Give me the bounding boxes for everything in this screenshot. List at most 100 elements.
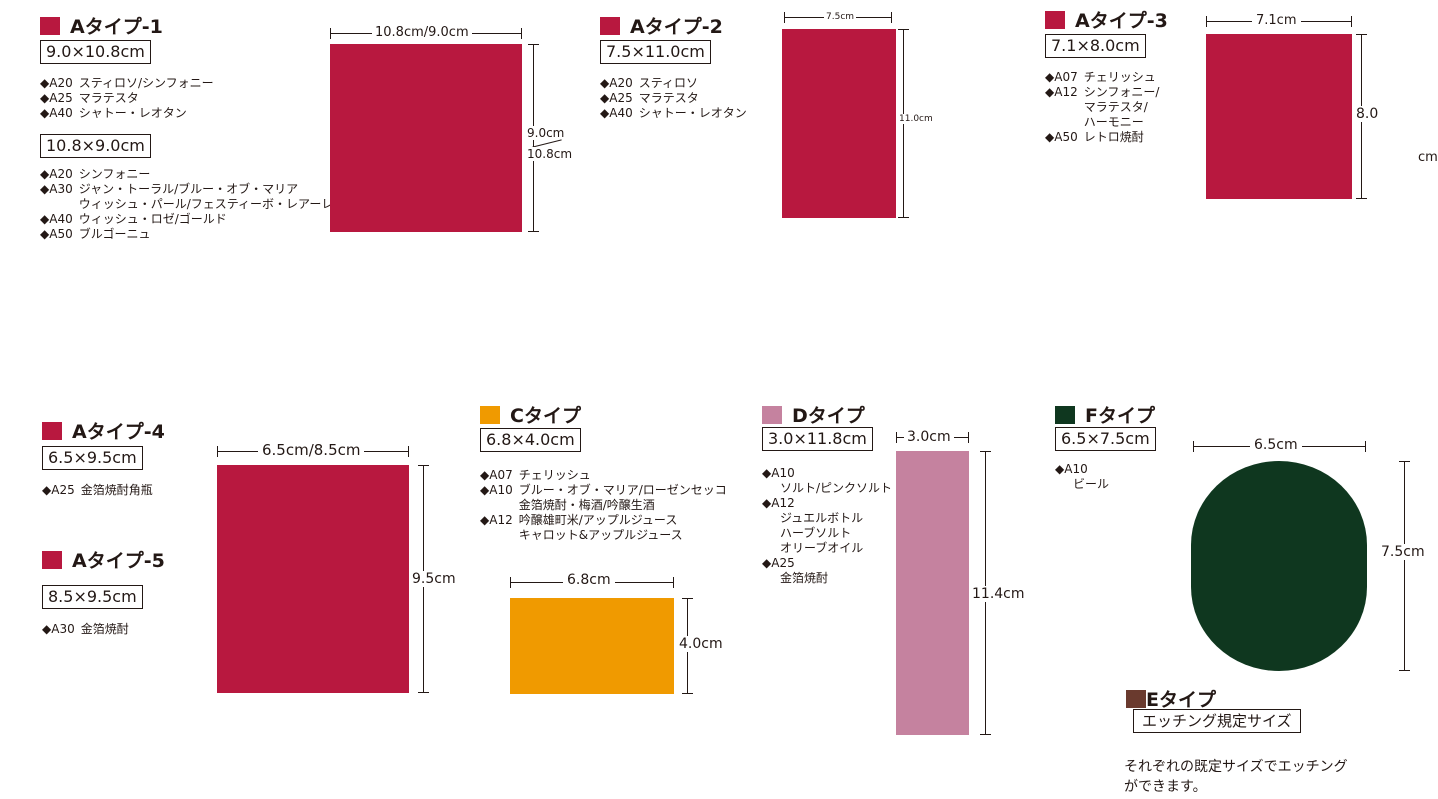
a2-title-text: Aタイプ-2 [630,16,723,38]
e-color-swatch [1126,689,1146,708]
list-item: オリーブオイル [762,541,892,556]
item-code: ◆A25 [762,556,795,570]
item-code: ◆A12 [762,496,795,510]
a4-title-text: Aタイプ-4 [72,421,165,443]
c-width-tick-left [510,577,511,588]
list-item: ◆A50 ブルゴーニュ [40,227,333,242]
a1-list-1: ◆A20 スティロソ/シンフォニー ◆A25 マラテスタ ◆A40 シャトー・レオタン [40,76,214,121]
list-item: ◆A40 シャトー・レオタン [40,106,214,121]
d-title: Dタイプ [762,401,865,428]
a5-size-box: 8.5×9.5cm [42,585,143,609]
item-line: 金箔焼酎 [80,622,129,636]
item-lines: ブルゴーニュ [73,227,151,242]
list-item: ◆A10 [762,466,892,481]
a4-width-label: 6.5cm/8.5cm [258,441,365,459]
item-line: ハーブソルト [780,526,852,540]
a1-width-tick-right [521,28,522,39]
item-code: ◆A10 [762,466,795,480]
a4-label-swatch [217,465,409,693]
item-code: ◆A20 [40,167,73,181]
a1-title: Aタイプ-1 [40,12,163,39]
item-lines: ハーブソルト [774,526,851,541]
a4-width-tick-left [217,446,218,457]
item-line: スティロソ [638,76,698,90]
item-lines: シンフォニー [73,167,151,182]
item-code [762,481,774,496]
list-item: ◆A25 マラテスタ [40,91,214,106]
a5-list: ◆A30 金箔焼酎 [42,622,129,637]
list-item: ソルト/ピンクソルト [762,481,892,496]
c-title-text: Cタイプ [510,405,581,427]
a4-height-tick-top [418,465,429,466]
a4-color-swatch [42,421,62,440]
d-color-swatch [762,405,782,424]
item-code: ◆A40 [600,106,633,120]
list-item: ◆A12 シンフォニー/マラテスタ/ハーモニー [1045,85,1159,130]
item-lines: マラテスタ [633,91,699,106]
c-height-tick-top [682,598,693,599]
c-width-tick-right [673,577,674,588]
item-lines: シャトー・レオタン [633,106,747,121]
a3-height-label: 8.0 [1356,106,1379,122]
a1-width-tick-left [330,28,331,39]
item-code: ◆A12 [1045,85,1078,99]
e-title-text: Eタイプ [1146,689,1216,711]
item-lines: ブルー・オブ・マリア/ローゼンセッコ 金箔焼酎・梅酒/吟醸生酒 [513,483,727,513]
item-lines: シンフォニー/マラテスタ/ハーモニー [1078,85,1160,130]
item-lines: ジュエルボトル [774,511,863,526]
f-width-tick-left [1193,441,1194,452]
a3-width-tick-left [1206,16,1207,27]
a2-width-tick-right [891,12,892,23]
item-line: チェリッシュ [1083,70,1156,84]
a3-height-tick-bottom [1356,198,1367,199]
list-item: ◆A40 シャトー・レオタン [600,106,747,121]
list-item: ◆A12 [762,496,892,511]
a1-size-box-1: 9.0×10.8cm [40,40,151,64]
a3-title: Aタイプ-3 [1045,6,1168,33]
item-line: ソルト/ピンクソルト [780,481,893,495]
item-lines: 金箔焼酎 [75,622,129,637]
item-lines: ジャン・トーラル/ブルー・オブ・マリア ウィッシュ・パール/フェスティーボ・レアー… [73,182,334,212]
item-lines [795,496,801,511]
item-code: ◆A20 [600,76,633,90]
a4-width-tick-right [408,446,409,457]
item-code: ◆A07 [1045,70,1078,84]
a5-title: Aタイプ-5 [42,546,165,573]
item-code: ◆A25 [42,483,75,497]
item-lines: ソルト/ピンクソルト [774,481,892,496]
c-size-box: 6.8×4.0cm [480,428,581,452]
list-item: ◆A25 マラテスタ [600,91,747,106]
list-item: ◆A20 シンフォニー [40,167,333,182]
list-item: ビール [1055,477,1109,492]
a4-height-tick-bottom [418,692,429,693]
item-line: 金箔焼酎 [780,571,829,585]
c-label-swatch [510,598,674,694]
f-list: ◆A10 ビール [1055,462,1109,492]
item-code: ◆A50 [40,227,73,241]
item-lines: 金箔焼酎角瓶 [75,483,153,498]
f-color-swatch [1055,405,1075,424]
a2-label-swatch [782,29,896,218]
item-lines: オリーブオイル [774,541,863,556]
d-height-tick-top [980,451,991,452]
f-height-tick-bottom [1399,670,1410,671]
c-height-tick-bottom [682,693,693,694]
a2-width-label: 7.5cm [824,12,857,22]
list-item: ◆A07 チェリッシュ [480,468,727,483]
list-item: ◆A20 スティロソ/シンフォニー [40,76,214,91]
item-lines: スティロソ [633,76,698,91]
c-color-swatch [480,405,500,424]
item-lines: 金箔焼酎 [774,571,828,586]
item-code [762,571,774,586]
item-line: レトロ焼酎 [1083,130,1144,144]
item-line: 金箔焼酎・梅酒/吟醸生酒 [518,498,655,512]
list-item: ◆A40 ウィッシュ・ロゼ/ゴールド [40,212,333,227]
list-item: ◆A12 吟醸雄町米/アップルジュース キャロット&アップルジュース [480,513,727,543]
item-code [1055,477,1067,492]
a4-height-label: 9.5cm [412,571,456,587]
item-lines: レトロ焼酎 [1078,130,1144,145]
item-code: ◆A30 [42,622,75,636]
list-item: ◆A25 金箔焼酎角瓶 [42,483,153,498]
item-code: ◆A20 [40,76,73,90]
a3-list: ◆A07 チェリッシュ ◆A12 シンフォニー/マラテスタ/ハーモニー ◆A50 レトロ焼… [1045,70,1159,145]
